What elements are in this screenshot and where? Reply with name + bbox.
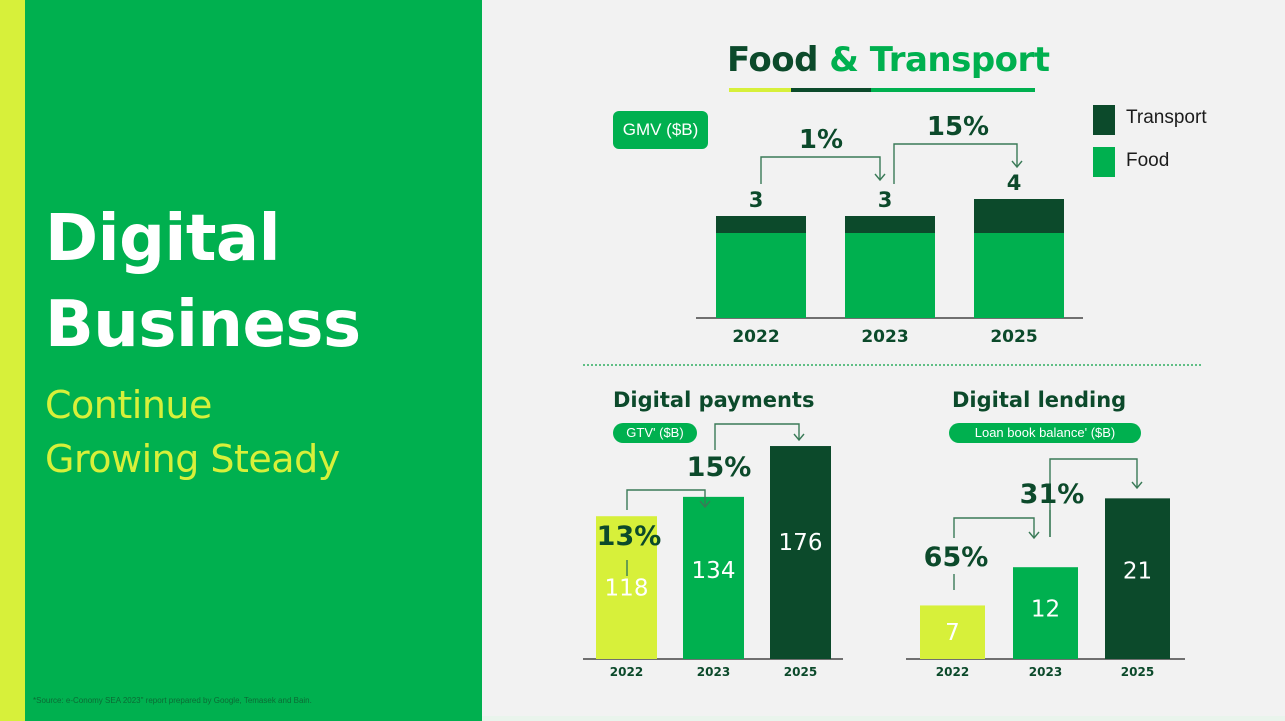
- ft-growth-label-2: 15%: [927, 112, 989, 142]
- dp-growth-connector-1-arrowhead: [699, 500, 711, 509]
- dl-growth-connector-2-arrowhead: [1131, 481, 1143, 490]
- bottom-tint: [482, 716, 1285, 721]
- slide-subtitle: Continue Growing Steady: [45, 378, 340, 486]
- dl-bar-2022: [920, 605, 985, 659]
- section-divider: [583, 364, 1201, 366]
- ft-total-label-2023: 3: [878, 188, 893, 212]
- ft-bar-food-2023: [845, 233, 935, 318]
- subtitle-line-2: Growing Steady: [45, 437, 340, 481]
- food-transport-title-part2: & Transport: [829, 40, 1050, 80]
- ft-bar-food-2022: [716, 233, 806, 318]
- dp-bar-2022: [596, 516, 657, 659]
- left-green-panel: [25, 0, 482, 721]
- ft-tick-label-2025: 2025: [990, 327, 1037, 347]
- legend-swatch-transport: [1093, 105, 1115, 135]
- title-underline-dark: [791, 88, 871, 92]
- dl-growth-connector-1: [953, 517, 1035, 538]
- dp-value-label-2023: 134: [692, 558, 736, 584]
- dl-tick-label-2025: 2025: [1121, 665, 1154, 679]
- slide-title: Digital Business: [45, 196, 361, 368]
- dl-growth-label-1: 65%: [924, 542, 989, 573]
- lime-accent-strip: [0, 0, 25, 721]
- ft-tick-label-2022: 2022: [732, 327, 779, 347]
- dl-growth-connector-1-arrowhead: [1028, 531, 1040, 540]
- dl-bar-2025: [1105, 498, 1170, 659]
- dl-value-label-2023: 12: [1031, 597, 1060, 623]
- ft-bar-food-2025: [974, 233, 1064, 318]
- source-footnote: *Source: e-Conomy SEA 2023" report prepa…: [33, 696, 312, 705]
- dp-value-label-2022: 118: [605, 576, 649, 602]
- dl-bar-2023: [1013, 567, 1078, 659]
- dp-tick-label-2022: 2022: [610, 665, 643, 679]
- ft-growth-connector-1-arrowhead: [874, 173, 886, 182]
- legend-label-transport: Transport: [1126, 107, 1207, 128]
- ft-tick-label-2023: 2023: [861, 327, 908, 347]
- ft-total-label-2025: 4: [1007, 171, 1022, 195]
- dp-growth-connector-2-arrowhead: [793, 433, 805, 442]
- digital-lending-title: Digital lending: [952, 388, 1127, 412]
- title-underline-lime: [729, 88, 791, 92]
- subtitle-line-1: Continue: [45, 383, 212, 427]
- dl-growth-connector-2: [1049, 458, 1138, 537]
- dp-growth-connector-2: [714, 423, 800, 450]
- dp-bar-2023: [683, 496, 744, 659]
- title-line-1: Digital: [45, 202, 281, 276]
- title-underline-green: [871, 88, 1035, 92]
- dl-growth-label-2: 31%: [1020, 479, 1085, 510]
- loan-metric-pill: Loan book balance' ($B): [949, 423, 1141, 443]
- dp-tick-label-2023: 2023: [697, 665, 730, 679]
- dl-value-label-2025: 21: [1123, 559, 1152, 585]
- gmv-metric-pill: GMV ($B): [613, 111, 708, 149]
- ft-bar-transport-2025: [974, 199, 1064, 233]
- legend-swatch-food: [1093, 147, 1115, 177]
- dp-tick-label-2025: 2025: [784, 665, 817, 679]
- title-line-2: Business: [45, 288, 361, 362]
- dl-tick-label-2022: 2022: [936, 665, 969, 679]
- ft-total-label-2022: 3: [749, 188, 764, 212]
- ft-growth-connector-1: [760, 156, 881, 184]
- dl-tick-label-2023: 2023: [1029, 665, 1062, 679]
- dp-bar-2025: [770, 446, 831, 659]
- food-transport-title: Food & Transport: [727, 40, 1050, 80]
- digital-payments-title: Digital payments: [613, 388, 815, 412]
- ft-bar-transport-2022: [716, 216, 806, 233]
- legend-label-food: Food: [1126, 150, 1170, 171]
- ft-growth-label-1: 1%: [799, 125, 843, 155]
- dl-value-label-2022: 7: [945, 620, 960, 646]
- dp-value-label-2025: 176: [779, 530, 823, 556]
- dp-growth-label-1: 13%: [597, 521, 662, 552]
- dp-growth-connector-1: [626, 489, 706, 510]
- ft-growth-connector-2-arrowhead: [1011, 160, 1023, 169]
- food-transport-title-part1: Food: [727, 40, 818, 80]
- ft-growth-connector-2: [893, 143, 1018, 184]
- ft-bar-transport-2023: [845, 216, 935, 233]
- gtv-metric-pill: GTV' ($B): [613, 423, 697, 443]
- dp-growth-label-2: 15%: [687, 452, 752, 483]
